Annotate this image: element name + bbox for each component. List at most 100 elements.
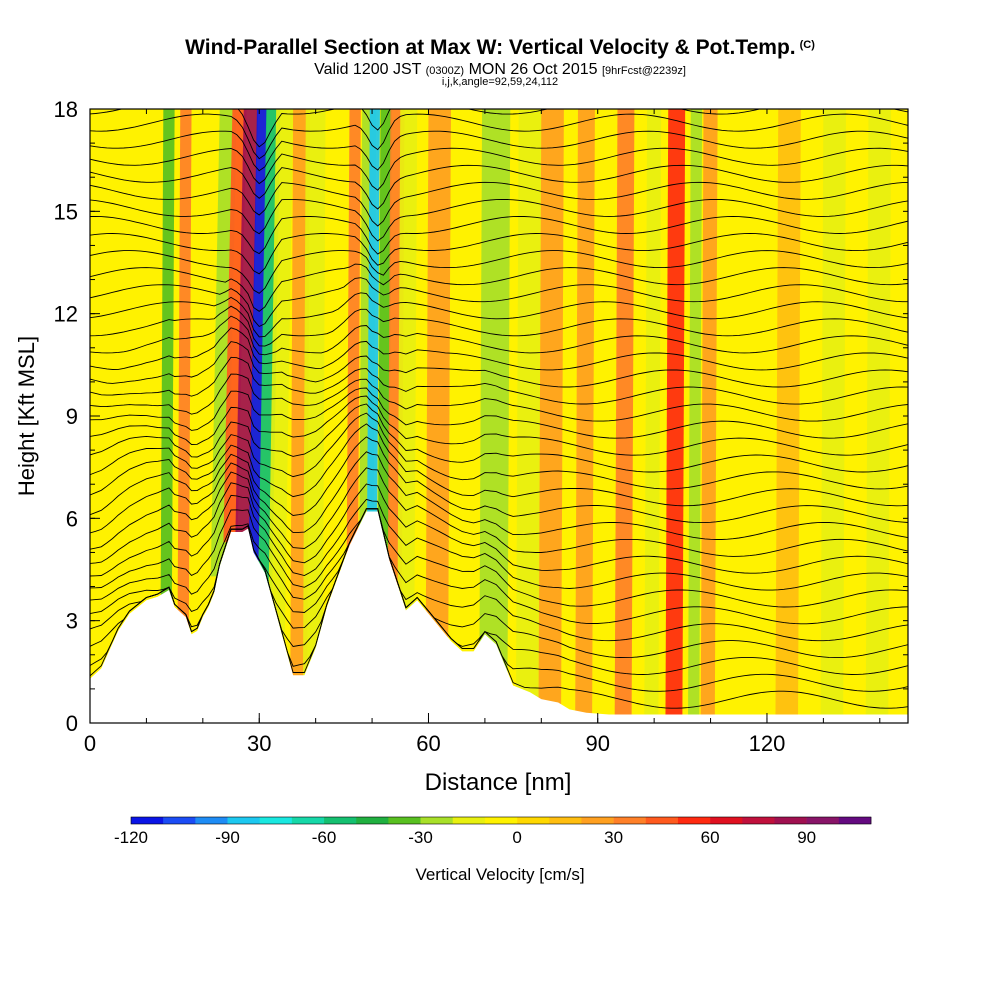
colorbar-swatch xyxy=(259,817,293,824)
y-tick-label: 9 xyxy=(66,404,78,429)
isentrope-line xyxy=(90,130,908,172)
isentrope-line xyxy=(90,113,908,160)
x-tick-label: 120 xyxy=(749,731,786,756)
velocity-band xyxy=(515,109,542,710)
colorbar-tick-label: 0 xyxy=(512,828,521,847)
isentrope-line xyxy=(90,277,908,328)
velocity-band xyxy=(730,109,756,723)
velocity-band xyxy=(820,109,846,723)
chart-subtitle: Valid 1200 JST (0300Z) MON 26 Oct 2015 [… xyxy=(314,61,686,78)
velocity-band xyxy=(267,109,294,686)
velocity-band xyxy=(865,109,892,723)
colorbar-swatch xyxy=(484,817,518,824)
isentrope-line xyxy=(90,467,908,557)
isentrope-line xyxy=(90,263,908,312)
axes: 0 30 60 90 120 0 3 6 9 12 15 18 xyxy=(54,97,908,756)
velocity-band xyxy=(247,109,268,592)
y-tick-label: 3 xyxy=(66,609,78,634)
isentrope-line xyxy=(90,423,908,507)
colorbar-swatch xyxy=(645,817,679,824)
velocity-band xyxy=(448,109,474,662)
isentrope-line xyxy=(90,436,908,524)
x-tick-label: 30 xyxy=(247,731,271,756)
colorbar-swatch xyxy=(710,817,743,824)
isentrope-line xyxy=(90,181,908,227)
isentrope-line xyxy=(90,494,908,591)
isentrope-line xyxy=(90,403,908,473)
isentrope-line xyxy=(90,508,908,625)
isentrope-line xyxy=(90,482,908,574)
colorbar-tick-label: -90 xyxy=(215,828,240,847)
colorbar-swatch xyxy=(227,817,260,824)
velocity-band xyxy=(614,109,635,723)
colorbar-swatch xyxy=(420,817,454,824)
terrain-mask xyxy=(90,511,908,723)
isentrope-line xyxy=(90,250,908,294)
isentrope-line xyxy=(90,451,908,540)
y-tick-label: 12 xyxy=(54,302,78,327)
velocity-band xyxy=(425,109,452,652)
isentrope-line xyxy=(90,147,908,191)
colorbar-swatch xyxy=(452,817,486,824)
velocity-band xyxy=(575,109,595,723)
colorbar-tick-label: 30 xyxy=(604,828,623,847)
colorbar-swatch xyxy=(131,817,164,824)
y-tick-label: 18 xyxy=(54,97,78,122)
plot-area xyxy=(89,108,909,724)
isentrope-line xyxy=(90,341,908,388)
y-tick-label: 6 xyxy=(66,506,78,531)
y-tick-label: 0 xyxy=(66,711,78,736)
isentrope-line xyxy=(90,292,908,338)
velocity-band xyxy=(775,109,801,723)
isentrope-line xyxy=(90,387,908,439)
y-axis-label: Height [Kft MSL] xyxy=(14,336,39,496)
isentrope-line xyxy=(90,356,908,405)
colorbar-swatch xyxy=(291,817,325,824)
chart-indices: i,j,k,angle=92,59,24,112 xyxy=(441,76,559,88)
velocity-band xyxy=(397,109,418,611)
isentrope-line xyxy=(90,395,908,456)
velocity-band xyxy=(234,109,258,571)
isentrope-line xyxy=(90,508,908,642)
y-tick-label: 15 xyxy=(54,199,78,224)
colorbar-swatch xyxy=(324,817,357,824)
colorbar-swatch xyxy=(774,817,807,824)
chart-title: Wind-Parallel Section at Max W: Vertical… xyxy=(185,36,815,59)
isentrope-line xyxy=(90,327,908,371)
isentrope-line xyxy=(90,373,908,422)
isentrope-line xyxy=(90,109,908,148)
isentrope-line xyxy=(90,508,908,608)
isentrope-line xyxy=(90,233,908,275)
colorbar-swatch xyxy=(677,817,711,824)
velocity-field xyxy=(160,109,892,723)
velocity-band xyxy=(665,109,686,723)
colorbar-swatch xyxy=(356,817,389,824)
velocity-band xyxy=(177,109,192,645)
colorbar: -120 -90 -60 -30 0 30 60 90 xyxy=(114,816,872,847)
colorbar-tick-label: -120 xyxy=(114,828,148,847)
colorbar-swatch xyxy=(838,817,872,824)
colorbar-swatch xyxy=(806,817,840,824)
velocity-band xyxy=(700,109,718,723)
velocity-band xyxy=(223,109,247,543)
velocity-band xyxy=(644,109,662,723)
colorbar-frame xyxy=(130,816,872,825)
colorbar-swatch xyxy=(613,817,647,824)
x-tick-label: 60 xyxy=(416,731,440,756)
colorbar-swatch xyxy=(742,817,775,824)
velocity-band xyxy=(366,109,380,532)
velocity-band xyxy=(346,109,361,556)
x-tick-label: 90 xyxy=(585,731,609,756)
colorbar-label: Vertical Velocity [cm/s] xyxy=(415,865,584,884)
colorbar-swatch xyxy=(517,817,550,824)
colorbar-tick-label: 90 xyxy=(797,828,816,847)
velocity-band xyxy=(377,109,392,579)
colorbar-tick-label: 60 xyxy=(701,828,720,847)
velocity-band xyxy=(302,109,326,683)
isentrope-line xyxy=(90,216,908,255)
colorbar-tick-label: -30 xyxy=(408,828,433,847)
colorbar-swatch xyxy=(163,817,196,824)
colorbar-swatch xyxy=(388,817,421,824)
isentrope-line xyxy=(90,412,908,490)
isentrope-line xyxy=(90,315,908,356)
